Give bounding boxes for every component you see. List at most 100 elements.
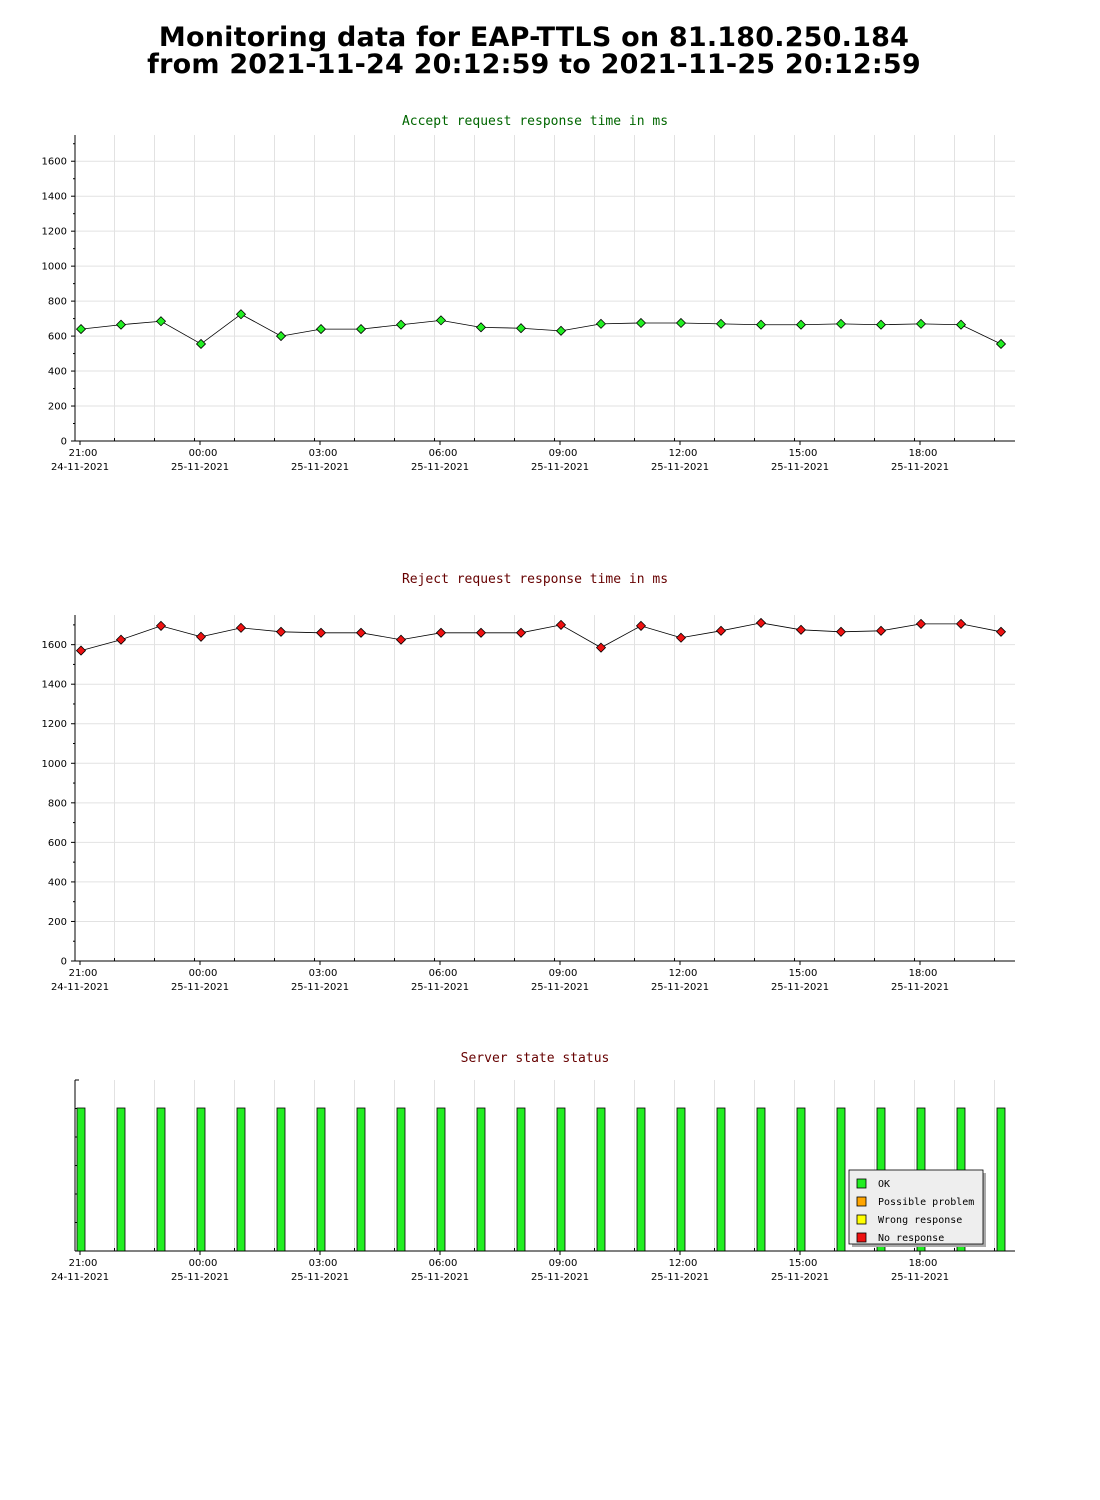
x-tick-label-date: 25-11-2021	[171, 462, 229, 473]
status-bar	[156, 1107, 166, 1252]
data-point	[995, 626, 1007, 637]
y-tick-label: 1400	[42, 680, 67, 691]
y-tick-label: 200	[48, 917, 67, 928]
data-point	[435, 315, 447, 326]
x-tick-label-date: 25-11-2021	[411, 462, 469, 473]
page-title-line1: Monitoring data for EAP-TTLS on 81.180.2…	[158, 22, 910, 53]
x-tick-label-date: 25-11-2021	[891, 462, 949, 473]
x-tick-label-date: 24-11-2021	[51, 1272, 109, 1283]
status-bar	[396, 1107, 406, 1252]
y-tick-label: 0	[61, 437, 67, 448]
status-bar	[676, 1107, 686, 1252]
data-point	[155, 620, 167, 631]
data-point	[515, 323, 527, 334]
data-point	[635, 317, 647, 329]
data-point	[915, 318, 927, 329]
y-tick-label: 1600	[42, 640, 67, 651]
data-point	[155, 316, 167, 327]
x-tick-label-time: 09:00	[549, 968, 578, 979]
data-point	[875, 319, 887, 330]
status-bar	[596, 1107, 606, 1252]
legend-label: Possible problem	[878, 1197, 974, 1208]
y-tick-label: 1000	[42, 262, 67, 273]
x-tick-label-time: 18:00	[909, 968, 938, 979]
x-tick-label-time: 06:00	[429, 448, 458, 459]
status-bar	[476, 1107, 486, 1252]
data-point	[755, 617, 767, 628]
x-tick-label-date: 25-11-2021	[171, 982, 229, 993]
data-point	[555, 619, 567, 630]
data-point	[75, 324, 87, 335]
data-point	[715, 318, 727, 329]
status-bar	[516, 1107, 526, 1252]
status-bar	[836, 1107, 846, 1252]
x-tick-label-time: 15:00	[789, 1258, 818, 1269]
x-tick-label-time: 03:00	[309, 448, 338, 459]
data-point	[435, 627, 447, 638]
status-bar	[436, 1107, 446, 1252]
data-point	[555, 325, 567, 336]
data-point	[115, 634, 127, 645]
x-tick-label-time: 00:00	[189, 1258, 218, 1269]
data-point	[835, 318, 847, 329]
data-point	[475, 627, 487, 638]
legend-swatch	[856, 1178, 867, 1189]
x-tick-label-date: 25-11-2021	[411, 1272, 469, 1283]
status-bar	[756, 1107, 766, 1252]
data-point	[915, 618, 927, 629]
x-tick-label-date: 25-11-2021	[291, 982, 349, 993]
data-point	[395, 319, 407, 330]
status-bar	[356, 1107, 366, 1252]
data-point	[515, 627, 527, 638]
data-point	[315, 324, 327, 335]
series-line	[80, 622, 1002, 651]
x-tick-label-time: 21:00	[69, 968, 98, 979]
data-point	[715, 625, 727, 636]
x-tick-label-time: 21:00	[69, 1258, 98, 1269]
legend-swatch	[856, 1196, 867, 1207]
data-point	[235, 622, 247, 633]
x-tick-label-date: 25-11-2021	[771, 982, 829, 993]
data-point	[955, 618, 967, 629]
legend-label: OK	[878, 1179, 890, 1190]
page-title-line2: from 2021-11-24 20:12:59 to 2021-11-25 2…	[147, 49, 921, 80]
x-tick-label-time: 00:00	[189, 968, 218, 979]
x-tick-label-date: 25-11-2021	[171, 1272, 229, 1283]
x-tick-label-time: 18:00	[909, 1258, 938, 1269]
x-tick-label-date: 25-11-2021	[531, 462, 589, 473]
y-tick-label: 600	[48, 838, 67, 849]
x-tick-label-time: 15:00	[789, 968, 818, 979]
status-bar	[716, 1107, 726, 1252]
y-tick-label: 0	[61, 957, 67, 968]
data-point	[955, 319, 967, 330]
x-tick-label-time: 03:00	[309, 968, 338, 979]
chart-title: Reject request response time in ms	[402, 572, 668, 587]
data-point	[795, 319, 807, 330]
x-tick-label-date: 25-11-2021	[651, 462, 709, 473]
x-tick-label-date: 25-11-2021	[771, 462, 829, 473]
chart-title: Accept request response time in ms	[402, 114, 668, 129]
y-tick-label: 400	[48, 367, 67, 378]
y-tick-label: 200	[48, 402, 67, 413]
data-point	[635, 620, 647, 631]
x-tick-label-date: 25-11-2021	[291, 462, 349, 473]
x-tick-label-date: 25-11-2021	[891, 1272, 949, 1283]
legend-label: No response	[878, 1233, 944, 1244]
y-tick-label: 1200	[42, 719, 67, 730]
status-bar	[636, 1107, 646, 1252]
page-title: Monitoring data for EAP-TTLS on 81.180.2…	[0, 24, 1068, 78]
y-tick-label: 1400	[42, 192, 67, 203]
y-tick-label: 400	[48, 877, 67, 888]
data-point	[675, 632, 687, 643]
status-bar	[796, 1107, 806, 1252]
status-bar	[116, 1107, 126, 1252]
y-tick-label: 800	[48, 297, 67, 308]
x-tick-label-date: 24-11-2021	[51, 462, 109, 473]
data-point	[195, 631, 207, 642]
x-tick-label-time: 12:00	[669, 968, 698, 979]
x-tick-label-time: 09:00	[549, 448, 578, 459]
chart-title: Server state status	[461, 1051, 610, 1066]
x-tick-label-time: 12:00	[669, 1258, 698, 1269]
x-tick-label-date: 25-11-2021	[291, 1272, 349, 1283]
data-point	[595, 642, 607, 653]
